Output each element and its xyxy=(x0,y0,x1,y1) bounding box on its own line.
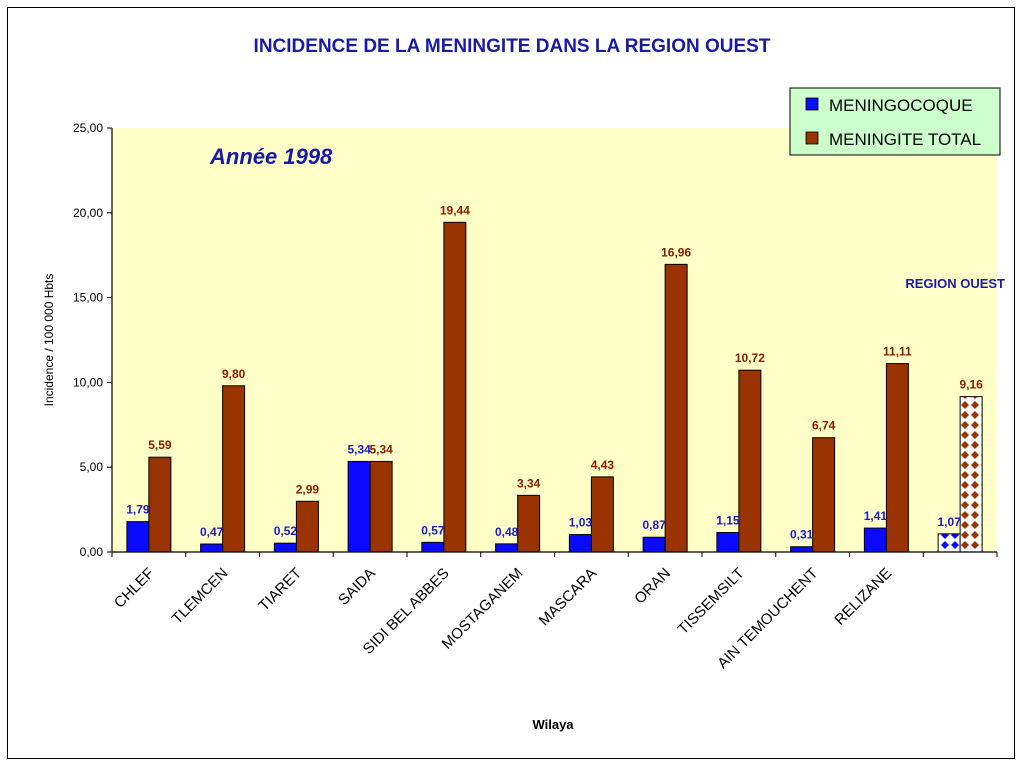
y-tick-label-5: 25,00 xyxy=(73,121,103,135)
bar-meningocoque-10 xyxy=(863,527,887,553)
legend: MENINGOCOQUE MENINGITE TOTAL xyxy=(789,87,1001,156)
bar-meningite-total-9 xyxy=(812,437,836,553)
data-label-meningite-total-2: 2,99 xyxy=(296,482,320,496)
y-tick-label-3: 15,00 xyxy=(73,291,103,305)
x-axis-label: Wilaya xyxy=(532,717,574,732)
data-label-meningocoque-6: 1,03 xyxy=(569,516,593,530)
legend-swatch-meningite-total xyxy=(805,131,819,145)
bar-meningocoque-3 xyxy=(347,460,371,553)
bar-meningite-total-1 xyxy=(222,385,246,553)
data-label-meningocoque-2: 0,52 xyxy=(274,524,298,538)
bar-meningite-total-11 xyxy=(959,396,983,553)
annotation-region-ouest: REGION OUEST xyxy=(905,276,1005,291)
data-label-meningite-total-3: 5,34 xyxy=(369,442,393,456)
bar-meningocoque-1 xyxy=(200,543,224,553)
bar-meningite-total-2 xyxy=(295,500,319,553)
data-label-meningite-total-11: 9,16 xyxy=(959,378,983,392)
x-tick-label-0: CHLEF xyxy=(111,565,158,612)
bar-meningocoque-2 xyxy=(273,542,297,553)
data-label-meningite-total-7: 16,96 xyxy=(661,245,691,259)
bar-meningite-total-7 xyxy=(664,263,688,553)
data-labels-group: 1,79 5,59 0,47 9,80 0,52 2,99 5,345,34 0,57 19,4… xyxy=(126,203,983,541)
x-tick-label-8: TISSEMSILT xyxy=(675,565,748,638)
x-tick-label-5: MOSTAGANEM xyxy=(439,565,527,653)
bar-meningocoque-5 xyxy=(495,543,519,553)
data-label-meningite-total-1: 9,80 xyxy=(222,367,246,381)
bar-meningocoque-0 xyxy=(126,521,150,553)
y-tick-label-4: 20,00 xyxy=(73,206,103,220)
bar-meningocoque-4 xyxy=(421,541,445,553)
data-label-meningocoque-8: 1,15 xyxy=(716,513,740,527)
x-tick-label-3: SAIDA xyxy=(335,565,379,609)
legend-label-meningite-total: MENINGITE TOTAL xyxy=(829,130,981,149)
legend-swatch-meningocoque xyxy=(805,97,819,111)
data-label-meningocoque-9: 0,31 xyxy=(790,528,814,542)
bar-meningite-total-4 xyxy=(443,221,467,553)
data-label-meningite-total-5: 3,34 xyxy=(517,476,541,490)
legend-box xyxy=(789,87,1001,156)
bar-meningite-total-10 xyxy=(885,363,909,553)
bar-meningite-total-3 xyxy=(369,460,393,553)
x-tick-label-10: RELIZANE xyxy=(831,565,895,629)
bars-group xyxy=(126,221,983,553)
data-label-meningocoque-0: 1,79 xyxy=(126,503,150,517)
chart-subtitle: Année 1998 xyxy=(209,144,333,169)
x-tick-label-2: TIARET xyxy=(255,565,305,615)
data-label-meningocoque-1: 0,47 xyxy=(200,525,224,539)
plot-area xyxy=(112,128,997,552)
data-label-meningite-total-9: 6,74 xyxy=(812,419,836,433)
bar-meningocoque-9 xyxy=(790,546,814,553)
bar-meningocoque-8 xyxy=(716,531,740,553)
data-label-meningocoque-10: 1,41 xyxy=(864,509,888,523)
x-tick-label-1: TLEMCEN xyxy=(169,565,232,628)
x-tick-label-7: ORAN xyxy=(631,565,674,608)
data-label-meningite-total-0: 5,59 xyxy=(148,438,172,452)
data-label-meningite-total-4: 19,44 xyxy=(440,203,470,217)
y-tick-label-2: 10,00 xyxy=(73,375,103,389)
bar-meningocoque-11 xyxy=(937,533,961,553)
data-label-meningocoque-5: 0,48 xyxy=(495,525,519,539)
data-label-meningocoque-7: 0,87 xyxy=(642,518,666,532)
data-label-meningite-total-10: 11,11 xyxy=(883,345,912,359)
data-label-meningocoque-4: 0,57 xyxy=(421,523,445,537)
bar-meningocoque-7 xyxy=(642,536,666,553)
data-label-meningocoque-11: 1,07 xyxy=(937,515,961,529)
x-tick-label-6: MASCARA xyxy=(536,565,600,629)
bar-meningite-total-5 xyxy=(517,494,541,553)
legend-label-meningocoque: MENINGOCOQUE xyxy=(829,96,973,115)
data-label-meningite-total-6: 4,43 xyxy=(591,458,615,472)
data-label-meningocoque-3: 5,34 xyxy=(347,442,371,456)
data-label-meningite-total-8: 10,72 xyxy=(735,351,765,365)
chart-title: INCIDENCE DE LA MENINGITE DANS LA REGION… xyxy=(254,36,771,57)
bar-meningocoque-6 xyxy=(568,534,592,553)
y-axis-label: Incidence / 100 000 Hbts xyxy=(42,274,56,407)
bar-meningite-total-0 xyxy=(148,456,172,553)
bar-meningite-total-6 xyxy=(590,476,614,553)
y-tick-label-0: 0,00 xyxy=(80,545,104,559)
bar-meningite-total-8 xyxy=(738,369,762,553)
y-tick-label-1: 5,00 xyxy=(80,460,104,474)
